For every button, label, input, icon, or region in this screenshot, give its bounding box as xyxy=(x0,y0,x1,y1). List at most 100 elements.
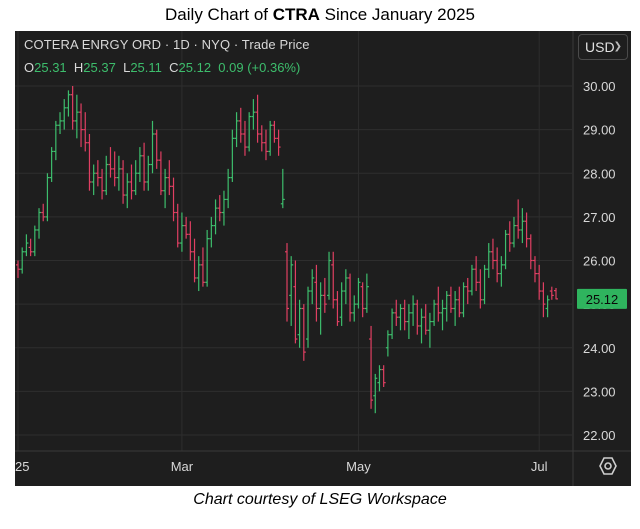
x-tick-label: 25 xyxy=(15,459,29,474)
y-tick-label: 30.00 xyxy=(583,79,616,94)
ohlc-bar xyxy=(322,277,327,313)
ohlc-bar xyxy=(356,277,361,309)
ohlc-bar xyxy=(444,291,449,322)
ohlc-bar xyxy=(511,216,516,248)
ohlc-bar xyxy=(343,269,348,305)
high-label: H xyxy=(73,60,84,75)
currency-label: USD xyxy=(585,39,615,55)
ohlc-bar xyxy=(364,273,369,313)
ohlc-bar xyxy=(37,208,42,239)
ohlc-bar xyxy=(285,243,289,322)
ohlc-bar xyxy=(406,304,411,340)
ohlc-bar xyxy=(394,299,399,326)
y-tick-label: 22.00 xyxy=(583,428,616,443)
ohlc-bar xyxy=(478,269,483,309)
low-label: L xyxy=(123,60,131,75)
gear-icon-shape xyxy=(599,457,617,475)
ohlc-bar xyxy=(549,286,554,300)
ohlc-bar xyxy=(360,282,365,318)
low-value: 25.11 xyxy=(130,60,162,75)
ohlc-bar xyxy=(213,199,218,235)
ohlc-bar xyxy=(335,291,340,326)
ohlc-bar xyxy=(352,295,357,322)
ohlc-bar xyxy=(259,125,264,152)
ohlc-bar xyxy=(537,264,542,300)
ohlc-bar xyxy=(318,282,323,335)
ohlc-bar xyxy=(448,286,453,313)
ohlc-bar xyxy=(390,308,395,340)
ohlc-bar xyxy=(440,299,445,331)
ohlc-bar xyxy=(289,256,294,326)
ohlc-bar xyxy=(381,365,386,388)
ohlc-bar xyxy=(238,107,243,143)
chart-title: Daily Chart of CTRA Since January 2025 xyxy=(0,5,640,25)
ohlc-bar xyxy=(507,221,512,252)
x-tick-label: May xyxy=(346,459,371,474)
ohlc-bar xyxy=(402,299,407,331)
ohlc-bar xyxy=(499,256,504,287)
ohlc-bar xyxy=(251,99,256,130)
axis-layer: 30.0029.0028.0027.0026.0025.0024.0023.00… xyxy=(15,31,631,486)
ohlc-bar xyxy=(100,168,105,200)
bars-layer xyxy=(16,86,558,414)
ohlc-bar xyxy=(398,304,403,331)
y-tick-label: 24.00 xyxy=(583,341,616,356)
ohlc-bar xyxy=(28,238,33,257)
open-label: O xyxy=(24,60,35,75)
chart-title-prefix: Daily Chart of xyxy=(165,5,273,24)
ohlc-bar xyxy=(369,325,374,409)
ohlc-bar xyxy=(524,212,529,248)
ohlc-bar xyxy=(520,208,525,244)
ohlc-bar xyxy=(327,251,332,300)
y-tick-label: 28.00 xyxy=(583,166,616,181)
price-chart-svg[interactable]: 30.0029.0028.0027.0026.0025.0024.0023.00… xyxy=(15,31,631,486)
ohlc-bar xyxy=(373,373,378,414)
ohlc-bar xyxy=(314,264,319,322)
ohlc-bar xyxy=(385,330,390,357)
ohlc-bar xyxy=(486,243,491,278)
ohlc-bar xyxy=(163,168,168,209)
ohlc-readout: O25.31 H25.37 L25.11 C25.12 0.09 (+0.36%… xyxy=(24,60,300,75)
grid-layer xyxy=(15,31,572,451)
ohlc-bar xyxy=(32,225,37,257)
ohlc-bar xyxy=(465,277,470,305)
ohlc-bar xyxy=(188,221,193,261)
ohlc-bar xyxy=(91,164,96,196)
ohlc-bar xyxy=(196,256,201,292)
last-price-tag-bg xyxy=(577,288,627,309)
ohlc-bar xyxy=(436,286,441,322)
ohlc-bar xyxy=(276,129,281,156)
ohlc-bar xyxy=(234,112,239,148)
ohlc-bar xyxy=(200,247,205,287)
ohlc-bar xyxy=(415,299,420,335)
ohlc-bar xyxy=(268,120,273,156)
ohlc-bar xyxy=(150,120,155,174)
ohlc-bar xyxy=(503,229,508,270)
ohlc-bar xyxy=(377,365,382,392)
ohlc-bar xyxy=(495,247,500,283)
last-price-tag-label: 25.12 xyxy=(586,292,619,307)
settings-gear-icon[interactable] xyxy=(595,456,621,482)
ohlc-bar xyxy=(411,295,416,326)
ohlc-bar xyxy=(482,264,487,305)
y-tick-label: 26.00 xyxy=(583,254,616,269)
ohlc-bar xyxy=(179,212,184,252)
ohlc-bar xyxy=(280,168,285,209)
ohlc-bar xyxy=(331,251,336,309)
ohlc-bar xyxy=(301,304,306,361)
ohlc-bar xyxy=(263,129,268,161)
ohlc-bar xyxy=(133,160,138,196)
ohlc-bar xyxy=(293,260,298,344)
ohlc-bar xyxy=(53,120,58,161)
ohlc-bar xyxy=(125,173,130,209)
change-value: 0.09 (+0.36%) xyxy=(218,60,301,75)
ohlc-bar xyxy=(554,287,558,300)
chevron-down-icon: ❯ xyxy=(613,41,622,52)
chart-panel[interactable]: 30.0029.0028.0027.0026.0025.0024.0023.00… xyxy=(15,31,631,486)
ohlc-bar xyxy=(230,129,235,182)
ohlc-bar xyxy=(490,238,495,270)
ohlc-bar xyxy=(297,299,302,348)
currency-dropdown[interactable]: USD ❯ xyxy=(578,34,628,60)
ohlc-bar xyxy=(95,160,100,187)
ohlc-bar xyxy=(209,216,214,248)
